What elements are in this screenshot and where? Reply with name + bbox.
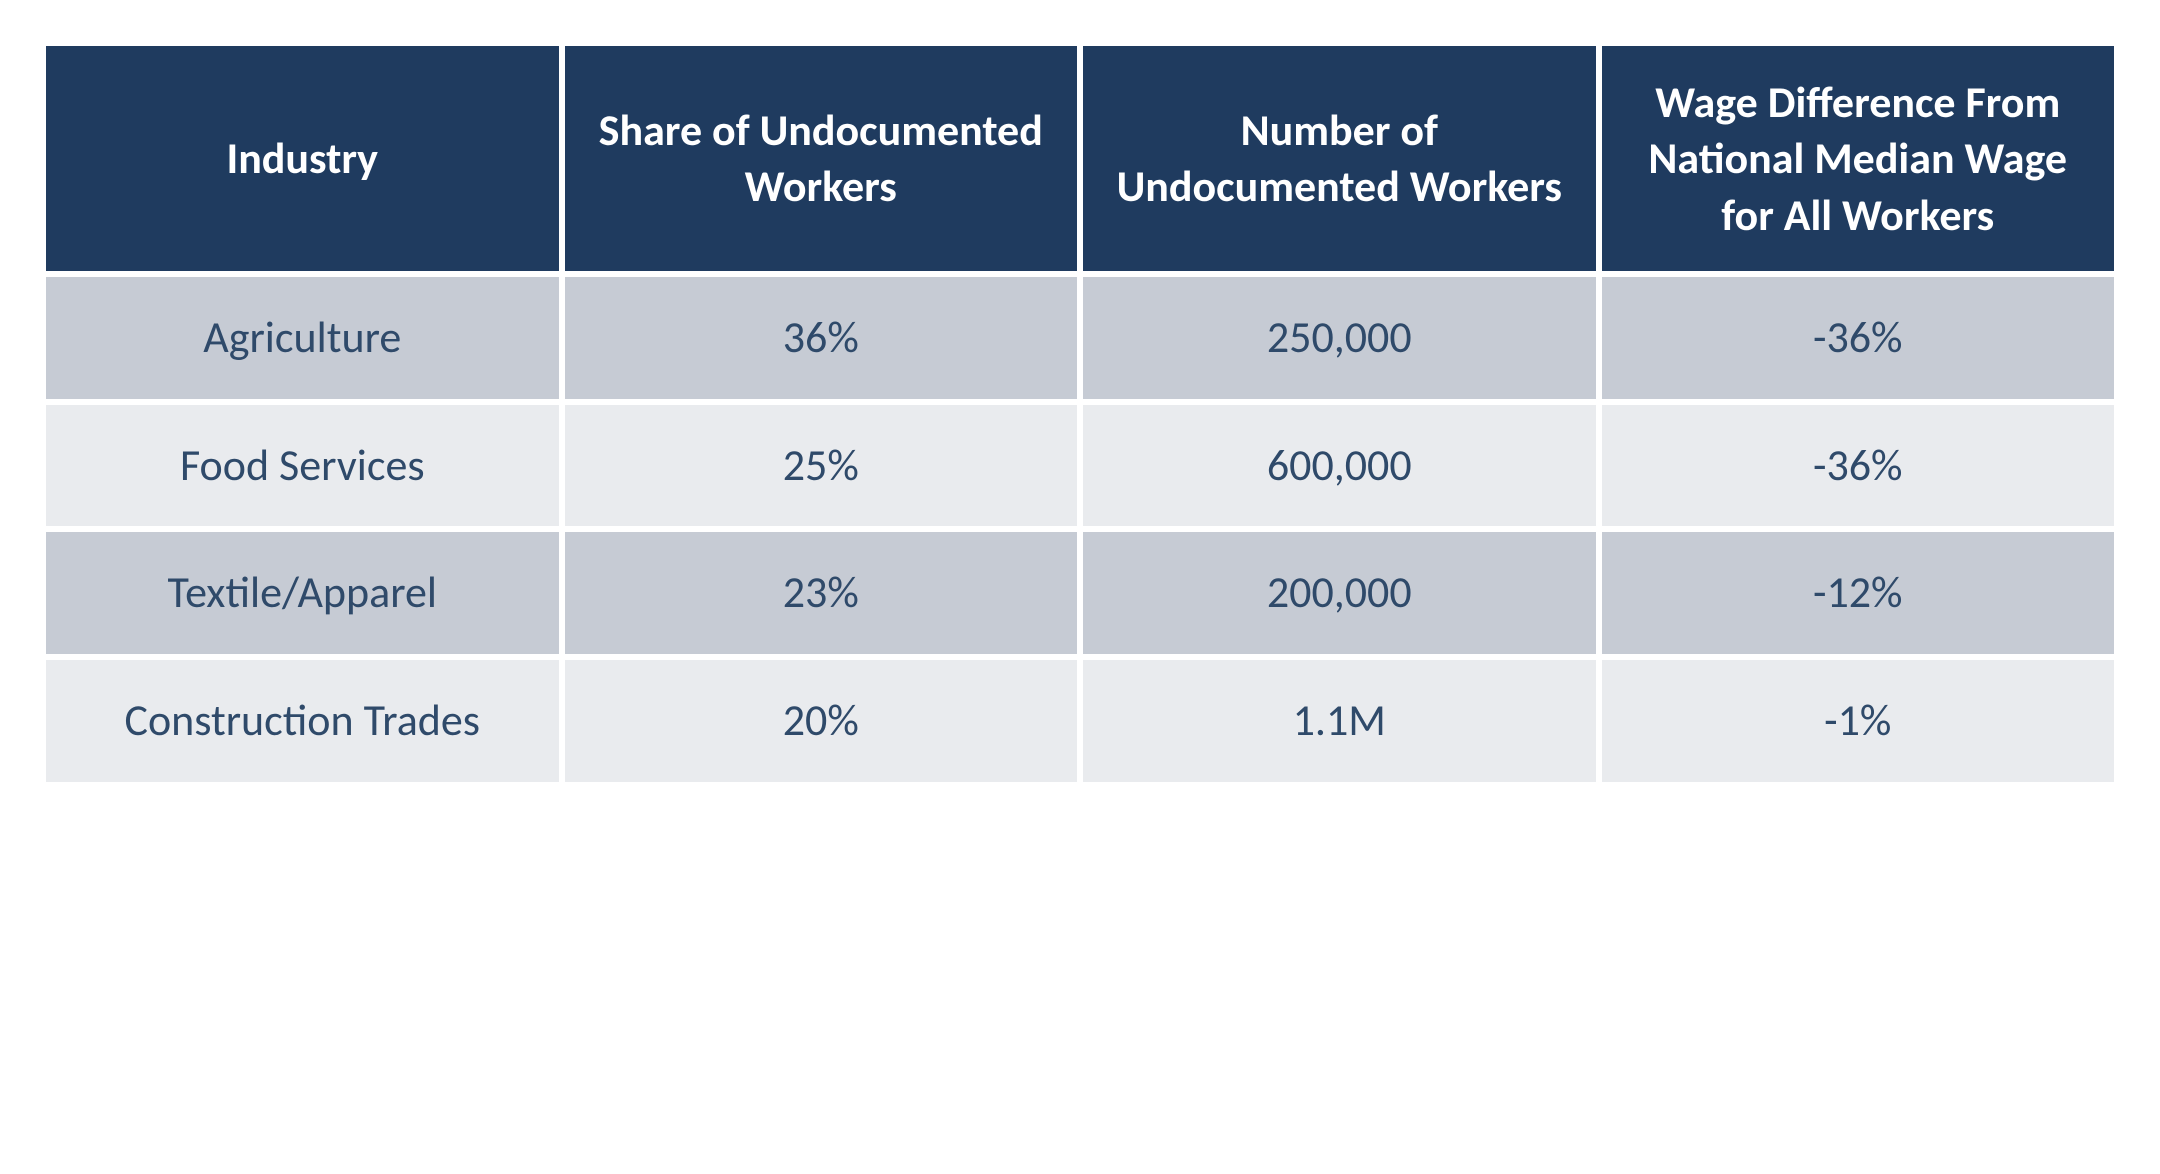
cell-share: 36%: [565, 277, 1078, 399]
col-header-share: Share of Undocumented Workers: [565, 46, 1078, 271]
data-table-container: Industry Share of Undocumented Workers N…: [40, 40, 2120, 788]
cell-industry: Construction Trades: [46, 660, 559, 782]
table-head: Industry Share of Undocumented Workers N…: [46, 46, 2114, 271]
cell-number: 250,000: [1083, 277, 1596, 399]
table-body: Agriculture 36% 250,000 -36% Food Servic…: [46, 277, 2114, 782]
cell-industry: Food Services: [46, 405, 559, 527]
table-row: Construction Trades 20% 1.1M -1%: [46, 660, 2114, 782]
cell-share: 25%: [565, 405, 1078, 527]
table-header-row: Industry Share of Undocumented Workers N…: [46, 46, 2114, 271]
cell-share: 20%: [565, 660, 1078, 782]
cell-share: 23%: [565, 532, 1078, 654]
cell-number: 1.1M: [1083, 660, 1596, 782]
cell-wage-diff: -36%: [1602, 277, 2115, 399]
table-row: Food Services 25% 600,000 -36%: [46, 405, 2114, 527]
col-header-wage-diff: Wage Difference From National Median Wag…: [1602, 46, 2115, 271]
cell-number: 200,000: [1083, 532, 1596, 654]
table-row: Agriculture 36% 250,000 -36%: [46, 277, 2114, 399]
cell-industry: Agriculture: [46, 277, 559, 399]
col-header-number: Number of Undocumented Workers: [1083, 46, 1596, 271]
cell-number: 600,000: [1083, 405, 1596, 527]
data-table: Industry Share of Undocumented Workers N…: [40, 40, 2120, 788]
cell-industry: Textile/Apparel: [46, 532, 559, 654]
cell-wage-diff: -12%: [1602, 532, 2115, 654]
cell-wage-diff: -36%: [1602, 405, 2115, 527]
table-row: Textile/Apparel 23% 200,000 -12%: [46, 532, 2114, 654]
cell-wage-diff: -1%: [1602, 660, 2115, 782]
col-header-industry: Industry: [46, 46, 559, 271]
